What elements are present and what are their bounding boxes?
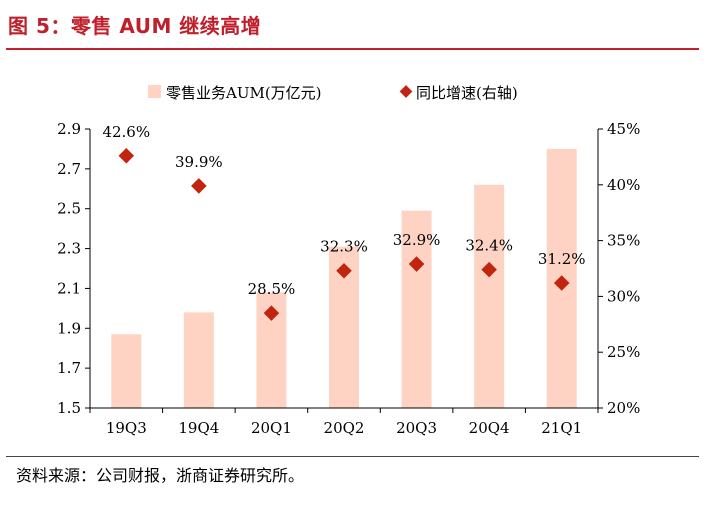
growth-label-20Q2: 32.3% bbox=[320, 238, 368, 256]
growth-label-19Q4: 39.9% bbox=[175, 153, 223, 171]
x-tick-label-19Q4: 19Q4 bbox=[178, 419, 219, 437]
left-tick-label: 2.9 bbox=[57, 120, 81, 138]
growth-label-19Q3: 42.6% bbox=[102, 123, 150, 141]
right-tick-label: 35% bbox=[607, 232, 640, 250]
legend: 零售业务AUM(万亿元) 同比增速(右轴) bbox=[148, 84, 518, 102]
growth-marker-19Q4 bbox=[191, 178, 207, 194]
bar-19Q3 bbox=[111, 334, 142, 408]
axes: 1.5 1.7 1.9 2.1 2.3 2.5 2.7 2.9 20% 25% 30% 35% 40% 4… bbox=[57, 120, 640, 437]
legend-bar-swatch bbox=[148, 85, 161, 98]
x-tick-label-20Q1: 20Q1 bbox=[251, 419, 292, 437]
bar-20Q3 bbox=[401, 210, 432, 408]
x-tick-label-20Q3: 20Q3 bbox=[396, 419, 437, 437]
x-tick-label-20Q2: 20Q2 bbox=[324, 419, 365, 437]
left-tick-label: 1.5 bbox=[57, 399, 81, 417]
legend-marker-label: 同比增速(右轴) bbox=[416, 84, 518, 102]
growth-label-21Q1: 31.2% bbox=[538, 250, 586, 268]
growth-label-20Q1: 28.5% bbox=[248, 280, 296, 298]
x-tick-label-21Q1: 21Q1 bbox=[541, 419, 582, 437]
right-tick-label: 30% bbox=[607, 287, 640, 305]
left-tick-label: 1.9 bbox=[57, 319, 81, 337]
source-note: 资料来源：公司财报，浙商证券研究所。 bbox=[16, 466, 305, 485]
left-tick-label: 2.7 bbox=[57, 160, 81, 178]
left-tick-label: 2.5 bbox=[57, 200, 81, 218]
growth-label-20Q3: 32.9% bbox=[393, 231, 441, 249]
figure-title: 图 5：零售 AUM 继续高增 bbox=[8, 14, 262, 38]
right-tick-label: 20% bbox=[607, 399, 640, 417]
left-tick-label: 2.1 bbox=[57, 279, 81, 297]
right-tick-label: 40% bbox=[607, 176, 640, 194]
legend-bar-label: 零售业务AUM(万亿元) bbox=[166, 84, 322, 102]
legend-marker-swatch bbox=[399, 85, 413, 98]
title-rule bbox=[6, 48, 699, 50]
bar-19Q4 bbox=[183, 312, 214, 408]
left-tick-label: 1.7 bbox=[57, 359, 81, 377]
bar-20Q4 bbox=[474, 184, 505, 408]
left-tick-label: 2.3 bbox=[57, 240, 81, 258]
right-tick-label: 45% bbox=[607, 120, 640, 138]
growth-label-20Q4: 32.4% bbox=[465, 237, 513, 255]
source-rule bbox=[6, 456, 699, 457]
x-tick-label-19Q3: 19Q3 bbox=[106, 419, 147, 437]
right-tick-label: 25% bbox=[607, 343, 640, 361]
x-tick-label-20Q4: 20Q4 bbox=[469, 419, 510, 437]
growth-marker-19Q3 bbox=[118, 148, 135, 164]
